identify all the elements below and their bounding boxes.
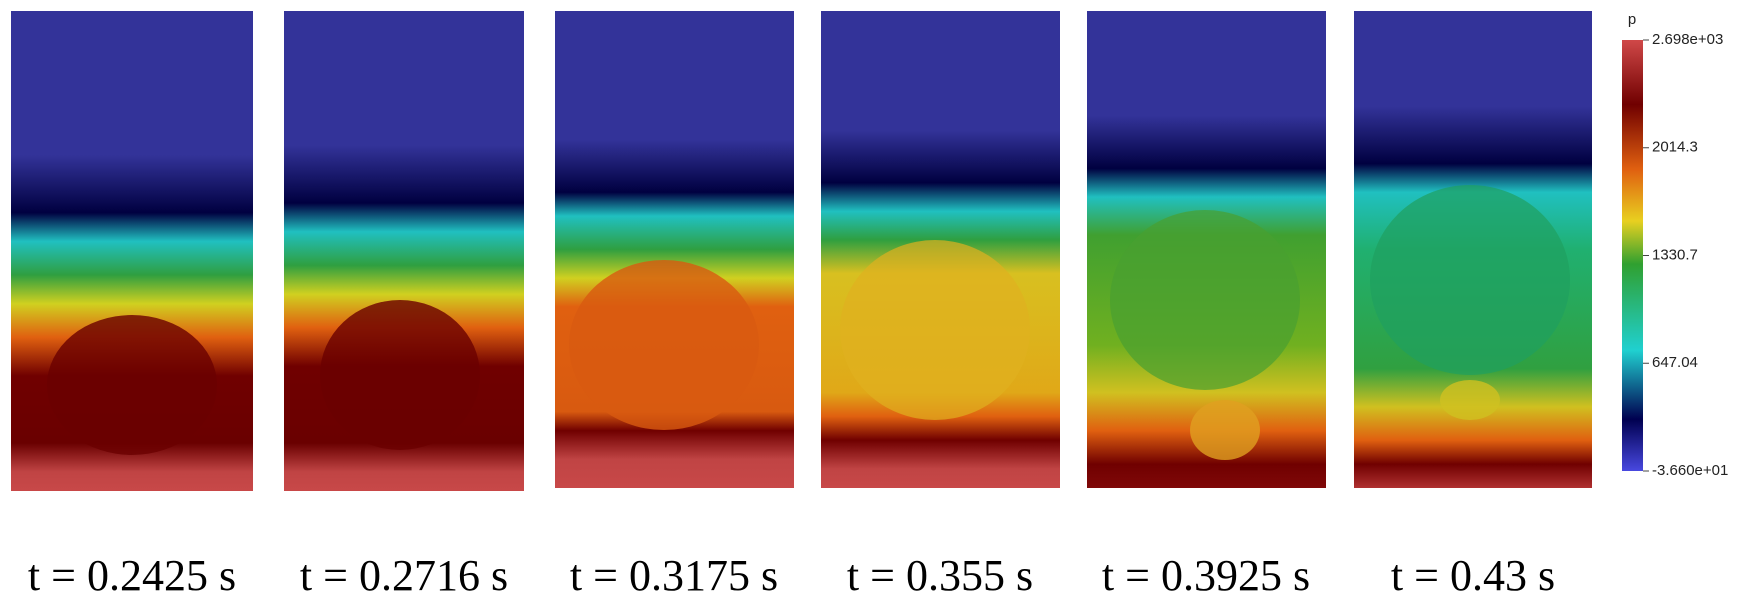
- panel-label: t = 0.3175 s: [570, 551, 778, 600]
- panel: [1354, 11, 1592, 488]
- tick-label: 2014.3: [1652, 139, 1698, 156]
- panel: [555, 11, 794, 488]
- panel-label: t = 0.43 s: [1391, 551, 1555, 600]
- panel: [284, 11, 524, 491]
- panel: [821, 11, 1060, 488]
- panel: [1087, 11, 1326, 488]
- tick-label: 1330.7: [1652, 246, 1698, 263]
- panel-label: t = 0.2716 s: [300, 551, 508, 600]
- tick-label: 647.04: [1652, 354, 1698, 371]
- panel: [11, 11, 253, 491]
- panel-label: t = 0.2425 s: [28, 551, 236, 600]
- tick-label: -3.660e+01: [1652, 462, 1728, 479]
- panel-label: t = 0.355 s: [847, 551, 1033, 600]
- colorbar: [1622, 40, 1643, 471]
- colorbar-title: p: [1628, 11, 1636, 28]
- tick-label: 2.698e+03: [1652, 31, 1723, 48]
- panel-label: t = 0.3925 s: [1102, 551, 1310, 600]
- figure: t = 0.2425 s t = 0.2716 s t = 0.3175 s t = …: [0, 0, 1758, 600]
